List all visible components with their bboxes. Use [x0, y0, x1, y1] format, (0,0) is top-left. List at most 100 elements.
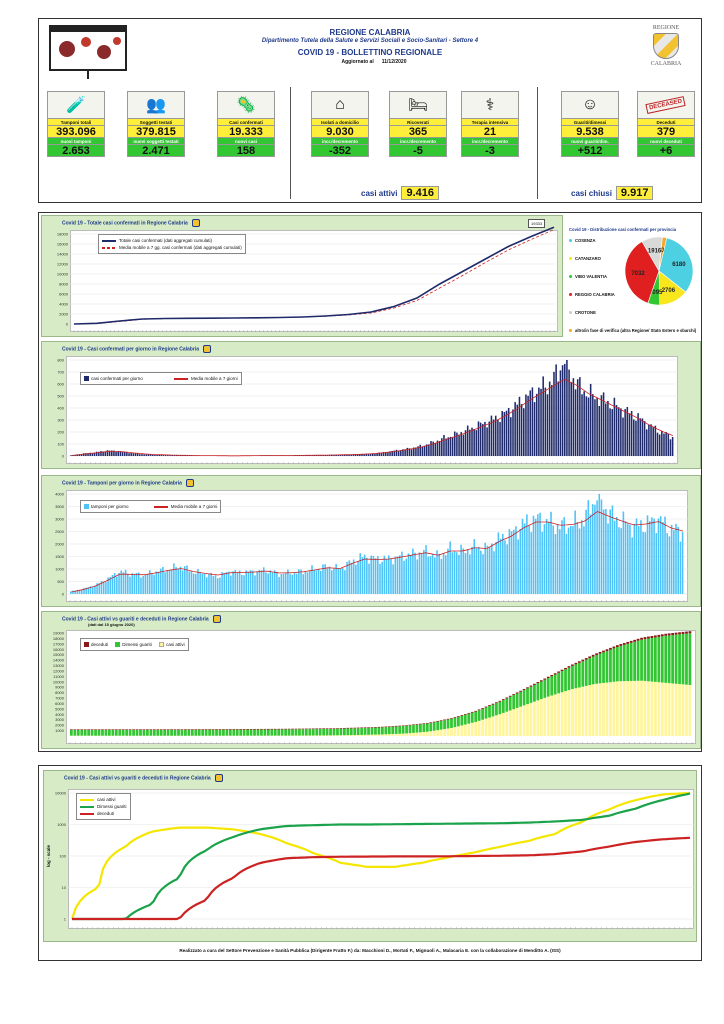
- bar: [154, 454, 156, 456]
- bar-recovered: [640, 639, 643, 681]
- bar: [598, 406, 601, 456]
- y-tick-label: 3500: [55, 504, 65, 509]
- bar-deceased: [339, 728, 343, 729]
- chart-log-scale: Covid 19 - Casi attivi vs guariti e dece…: [43, 770, 697, 942]
- bar: [379, 563, 381, 594]
- bar: [197, 568, 199, 594]
- bar-recovered: [228, 729, 232, 736]
- bar-active: [543, 697, 547, 736]
- bar-recovered: [394, 726, 398, 734]
- y-tick-label: 4000: [55, 712, 65, 717]
- bar: [188, 571, 190, 594]
- bar-recovered: [132, 729, 135, 736]
- bar: [243, 575, 245, 594]
- bar: [89, 586, 92, 594]
- chart-title: Covid 19 - Casi attivi vs guariti e dece…: [62, 615, 221, 623]
- bar-recovered: [667, 635, 671, 684]
- calabria-badge-icon: [185, 479, 194, 487]
- bar: [177, 455, 180, 456]
- bar: [479, 422, 482, 456]
- bar-recovered: [94, 729, 97, 736]
- bar: [552, 525, 555, 594]
- divider: [537, 87, 538, 199]
- bar-recovered: [190, 729, 194, 736]
- chart-active-vs-recovered: Covid 19 - Casi attivi vs guariti e dece…: [41, 611, 701, 749]
- bar-deceased: [360, 727, 364, 729]
- bar: [330, 570, 333, 594]
- bar-recovered: [266, 729, 270, 736]
- series-moving-average: [71, 511, 684, 593]
- bar: [124, 569, 127, 594]
- bar: [491, 543, 493, 594]
- bar: [642, 532, 644, 594]
- bar-recovered: [70, 729, 73, 736]
- bar-recovered: [643, 639, 647, 681]
- bar-active: [595, 683, 599, 736]
- bar-deceased: [163, 729, 167, 730]
- bar-recovered: [242, 729, 246, 736]
- bar-deceased: [619, 644, 623, 646]
- bar: [374, 558, 377, 594]
- bar-active: [450, 727, 453, 736]
- kpi-label: Soggetti testati: [127, 119, 185, 126]
- bar-deceased: [533, 683, 536, 685]
- bar-deceased: [688, 631, 692, 634]
- bar-recovered: [626, 643, 630, 682]
- bar-deceased: [553, 673, 557, 675]
- bar-deceased: [356, 727, 360, 729]
- bar-deceased: [571, 664, 574, 666]
- chart-title: Covid 19 - Casi attivi vs guariti e dece…: [64, 774, 223, 782]
- bar-deceased: [76, 729, 80, 730]
- bar-deceased: [146, 729, 149, 730]
- bar: [94, 585, 96, 594]
- bar-recovered: [512, 695, 516, 710]
- y-tick-label: 14000: [53, 658, 65, 663]
- bar-recovered: [139, 729, 142, 736]
- bar: [637, 526, 640, 594]
- bar-active: [512, 709, 516, 736]
- bar-recovered: [674, 634, 678, 684]
- bar-deceased: [301, 728, 305, 730]
- bar-deceased: [139, 729, 142, 730]
- bar-active: [408, 733, 412, 736]
- bar: [95, 451, 98, 456]
- bar: [629, 524, 631, 594]
- bar-deceased: [294, 728, 298, 730]
- bar-active: [612, 681, 616, 736]
- bar-active: [356, 734, 360, 736]
- bar: [151, 573, 153, 594]
- bar-recovered: [187, 729, 191, 736]
- bar-deceased: [629, 640, 633, 643]
- bar-recovered: [450, 718, 453, 728]
- bar-deceased: [304, 728, 308, 730]
- bar: [262, 567, 265, 594]
- bar-deceased: [253, 728, 256, 730]
- bar-deceased: [391, 726, 395, 727]
- bar: [278, 577, 280, 594]
- bar: [344, 570, 346, 594]
- bar: [368, 563, 370, 594]
- bar-active: [650, 681, 654, 736]
- bar: [104, 451, 107, 456]
- bar: [486, 545, 489, 594]
- bar: [145, 454, 148, 456]
- bar-deceased: [508, 695, 512, 697]
- bar: [430, 441, 432, 456]
- y-tick-label: 1000: [55, 567, 65, 572]
- bar: [458, 554, 460, 594]
- bar: [651, 517, 653, 594]
- bar-recovered: [308, 729, 312, 736]
- hospital-bed-icon: 🛏: [389, 91, 447, 119]
- bar-deceased: [574, 662, 578, 665]
- bar: [216, 578, 219, 594]
- bar: [670, 524, 673, 594]
- bar-deceased: [439, 720, 443, 721]
- bar-recovered: [108, 729, 111, 736]
- bar-active: [481, 719, 484, 736]
- bar: [80, 454, 83, 456]
- bar: [170, 569, 173, 594]
- bar-deceased: [197, 729, 201, 730]
- kpi-sub-value: +6: [637, 145, 695, 157]
- bar: [350, 454, 352, 456]
- y-tick-label: 8000: [59, 282, 69, 287]
